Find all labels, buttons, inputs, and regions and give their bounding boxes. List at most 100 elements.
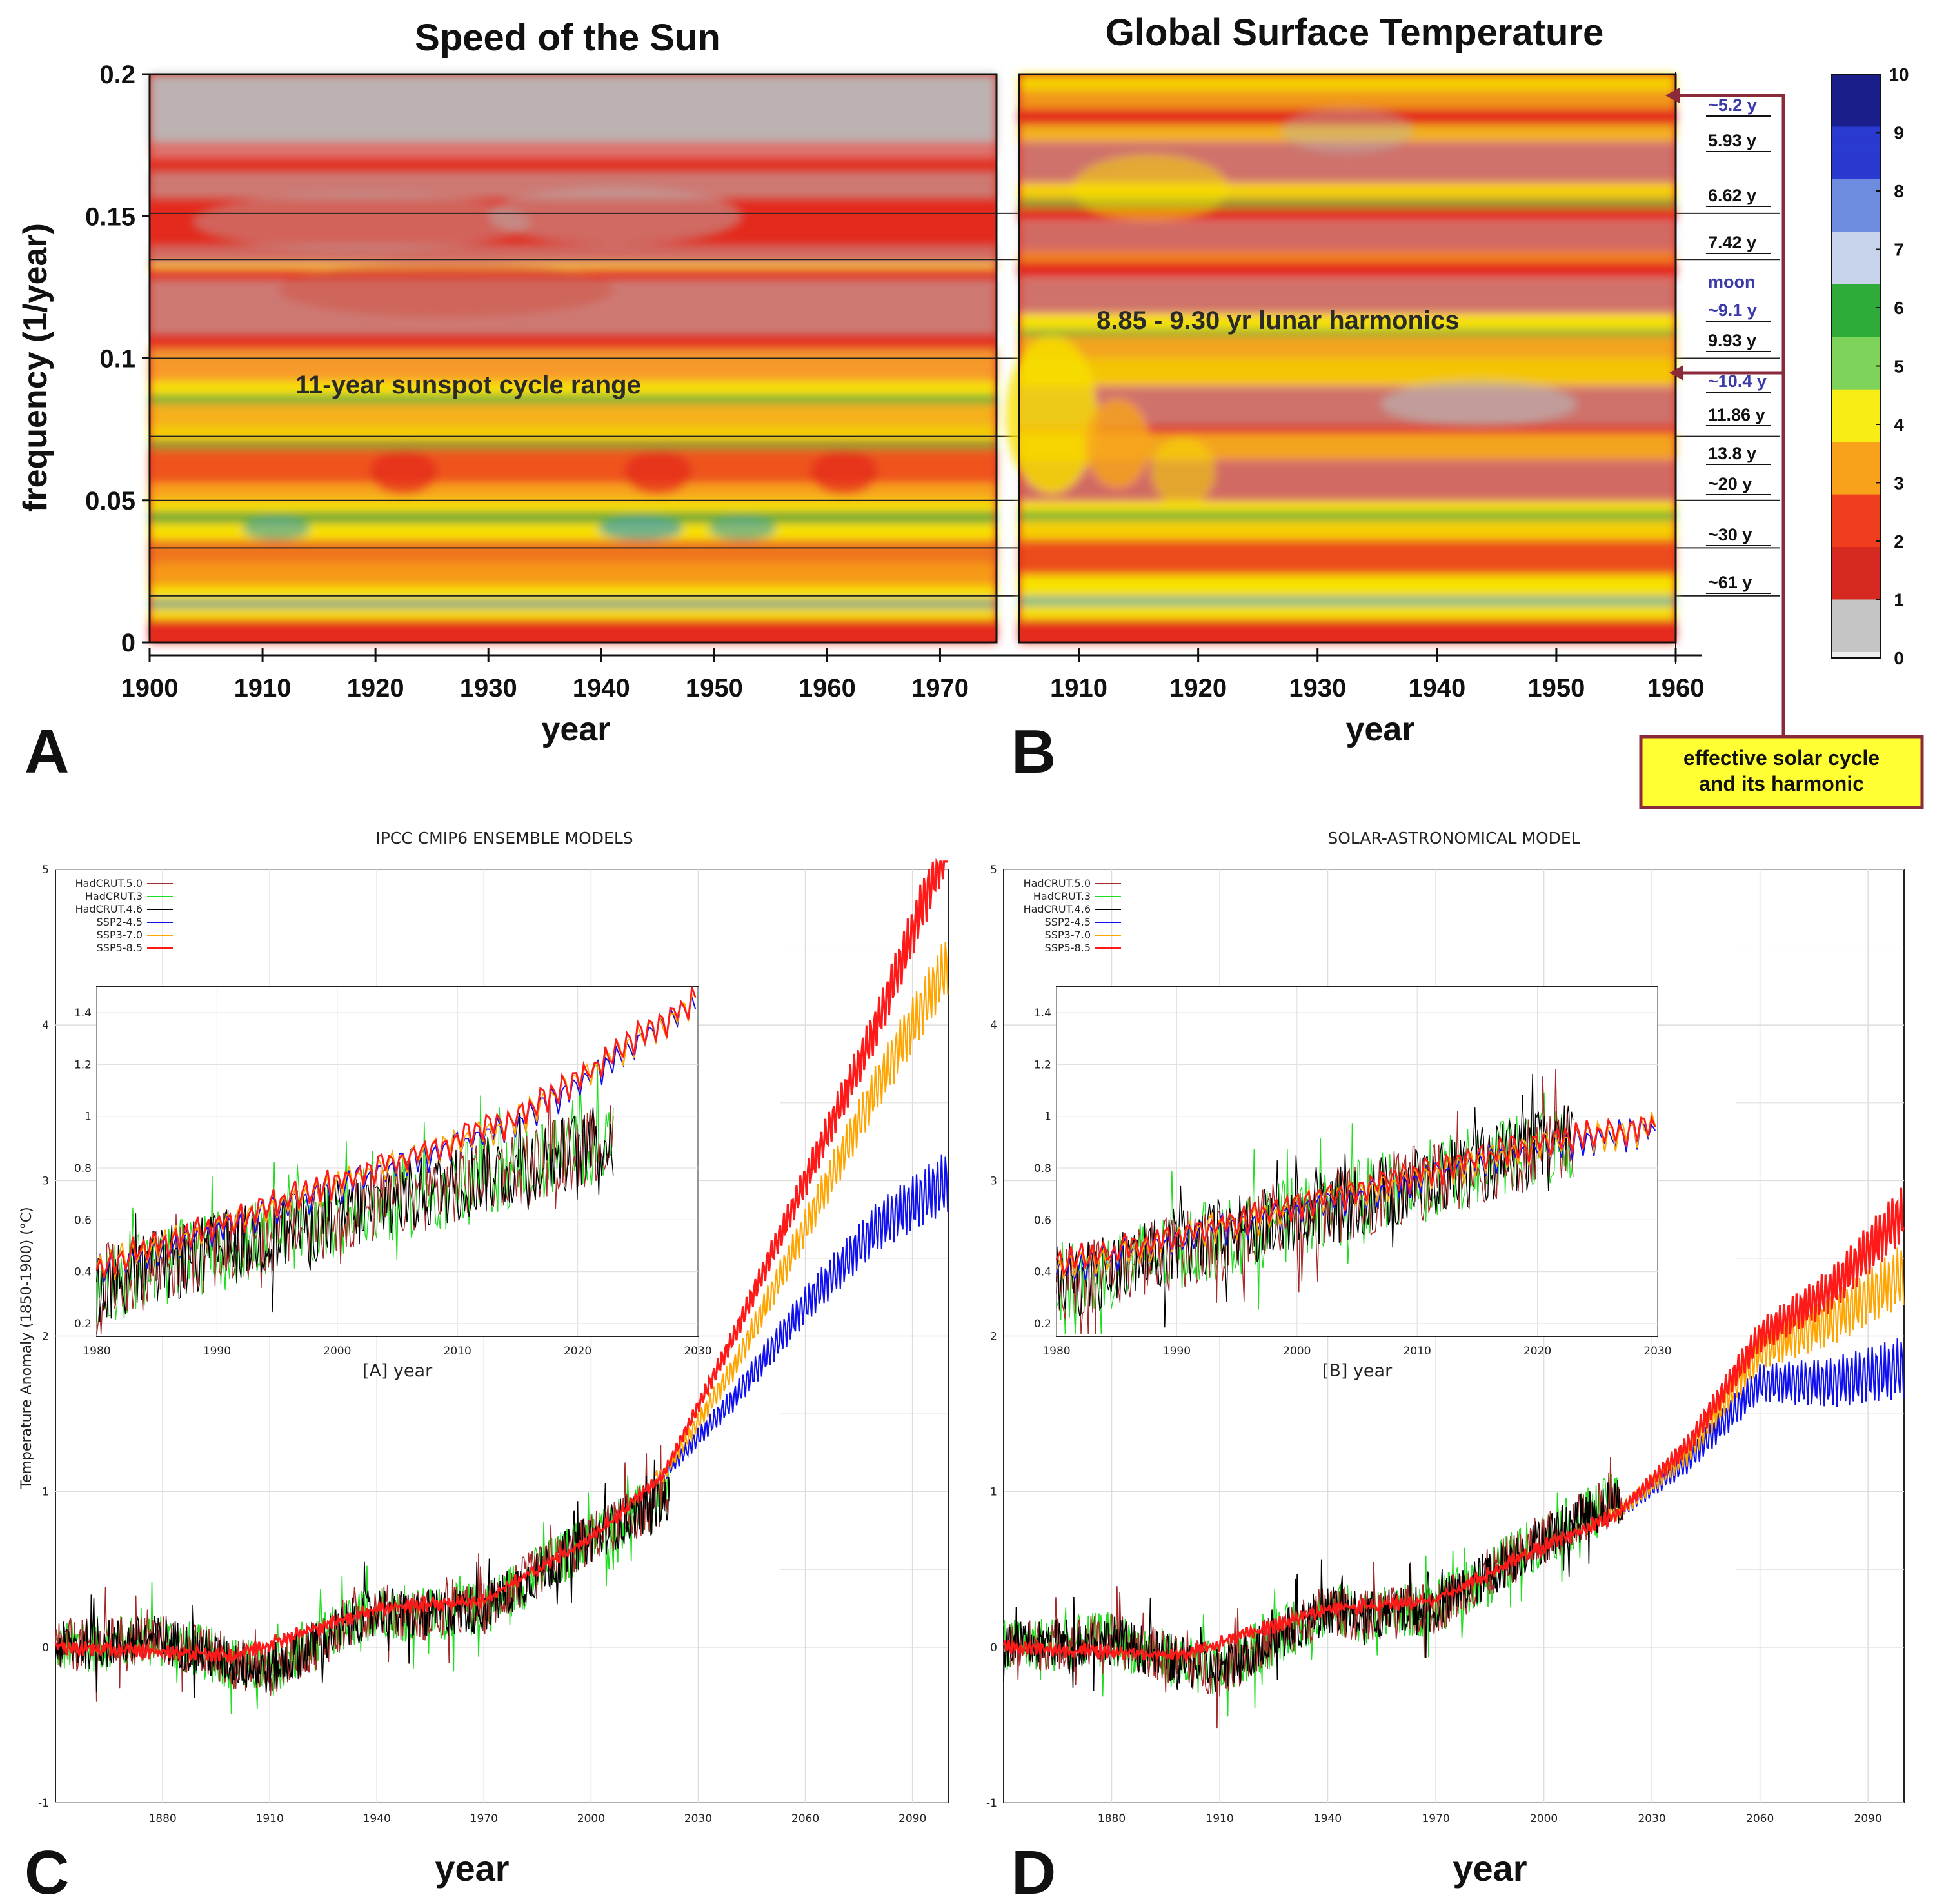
period-label: ~61 y	[1708, 573, 1752, 592]
colorbar-strip	[1832, 179, 1881, 186]
ssp245-line	[654, 1154, 949, 1482]
heatmap-blob	[1071, 154, 1229, 223]
panel-b-xtick-label: 1950	[1527, 674, 1585, 702]
panel-b-xtick-label: 1960	[1647, 674, 1705, 702]
panel-a-xlabel: year	[542, 711, 611, 748]
colorbar-strip	[1832, 331, 1881, 338]
x-tick-label: 1910	[1206, 1812, 1233, 1825]
panel-a-ytick-label: 0.15	[85, 203, 135, 231]
heatmap-band	[1019, 574, 1676, 597]
inset-y-tick-label: 0.4	[74, 1266, 92, 1279]
panel-a-xtick-label: 1900	[121, 674, 179, 702]
colorbar-strip	[1832, 506, 1881, 513]
ssp585-line	[55, 858, 948, 1665]
y-tick-label: 4	[42, 1019, 49, 1032]
colorbar-strip	[1832, 646, 1881, 653]
panel-a-letter: A	[25, 717, 69, 786]
colorbar-strip	[1832, 109, 1881, 116]
heatmap-band	[150, 619, 997, 642]
legend-label: HadCRUT.4.6	[1024, 903, 1091, 915]
colorbar-strip	[1832, 442, 1881, 449]
colorbar-strip	[1832, 295, 1881, 302]
panel-b-xtick-label: 1930	[1289, 674, 1346, 702]
colorbar-strip	[1832, 564, 1881, 571]
colorbar-strip	[1832, 418, 1881, 425]
colorbar-tick-label: 1	[1894, 590, 1904, 610]
panel-a-title: Speed of the Sun	[415, 17, 720, 59]
heatmap-band	[1019, 540, 1676, 575]
inset-y-tick-label: 0.8	[1034, 1162, 1051, 1175]
colorbar-strip	[1832, 197, 1881, 204]
colorbar-strip	[1832, 611, 1881, 618]
panel-a-ytick-label: 0.2	[99, 61, 135, 89]
panel-a-ytick-label: 0.1	[99, 345, 135, 373]
colorbar-tick-label: 4	[1894, 415, 1904, 435]
panel-b-period-labels: ~5.2 y 5.93 y 6.62 y 7.42 y moon ~9.1 y 9.93 y…	[1706, 95, 1771, 594]
panel-b-heatmap	[1006, 74, 1676, 642]
colorbar-strip	[1832, 308, 1881, 315]
x-tick-label: 2000	[1530, 1812, 1558, 1825]
y-tick-label: 3	[990, 1175, 997, 1187]
colorbar-strip	[1832, 622, 1881, 630]
panel-a-ytick-label: 0	[121, 629, 135, 657]
colorbar-strip	[1832, 92, 1881, 99]
colorbar-strip	[1832, 535, 1881, 542]
colorbar-strip	[1832, 255, 1881, 262]
colorbar-strip	[1832, 103, 1881, 110]
colorbar-strip	[1832, 86, 1881, 93]
period-label: ~10.4 y	[1708, 372, 1767, 391]
colorbar: 0 1 2 3 4 5 6 7 8 9 10	[1831, 64, 1909, 668]
legend-label: HadCRUT.3	[1033, 890, 1091, 902]
y-tick-label: 1	[42, 1486, 49, 1499]
x-tick-label: 1880	[1098, 1812, 1126, 1825]
period-label: ~5.2 y	[1708, 95, 1757, 115]
heatmap-band	[150, 500, 997, 512]
x-tick-label: 2090	[898, 1812, 926, 1825]
panel-a-annotation: 11-year sunspot cycle range	[295, 371, 641, 399]
period-label: ~30 y	[1708, 525, 1752, 544]
inset-hadcrut46-line	[96, 1107, 614, 1322]
legend-label: HadCRUT.5.0	[75, 877, 143, 889]
y-tick-label: -1	[38, 1797, 49, 1810]
colorbar-strip	[1832, 203, 1881, 210]
inset-xlabel: [B] year	[1322, 1361, 1393, 1381]
colorbar-strip	[1832, 150, 1881, 157]
panel-a-xtick-label: 1960	[799, 674, 856, 702]
colorbar-strip	[1832, 278, 1881, 285]
heatmap-blob	[598, 517, 684, 540]
colorbar-strip	[1832, 121, 1881, 128]
panel-a-xtick-label: 1930	[460, 674, 517, 702]
panel-b-xtick-label: 1910	[1050, 674, 1107, 702]
inset-y-tick-label: 1.4	[1034, 1007, 1051, 1020]
period-label: 5.93 y	[1708, 131, 1756, 150]
colorbar-strip	[1832, 261, 1881, 268]
heatmap-band	[1019, 91, 1676, 108]
inset-y-tick-label: 0.2	[1034, 1318, 1051, 1331]
heatmap-band	[1019, 500, 1676, 512]
colorbar-strip	[1832, 406, 1881, 413]
colorbar-strip	[1832, 266, 1881, 273]
colorbar-strip	[1832, 605, 1881, 612]
colorbar-strip	[1832, 651, 1881, 659]
heatmap-band	[1019, 74, 1676, 92]
heatmap-blob	[276, 261, 616, 319]
panel-c-plot: 1880 1910 1940 1970 2000 2030 2060 2090 -1 0 1 2 3 4 5…	[38, 858, 949, 1825]
colorbar-strip	[1832, 570, 1881, 577]
colorbar-strip	[1832, 582, 1881, 589]
colorbar-strip	[1832, 372, 1881, 379]
legend-label: HadCRUT.5.0	[1024, 877, 1091, 889]
inset-x-tick-label: 1980	[1042, 1345, 1070, 1358]
colorbar-strip	[1832, 482, 1881, 490]
colorbar-strip	[1832, 132, 1881, 139]
legend-label: SSP3-7.0	[97, 929, 143, 941]
heatmap-band	[150, 511, 997, 523]
panel-a-xtick-label: 1950	[686, 674, 743, 702]
colorbar-strip	[1832, 226, 1881, 233]
colorbar-strip	[1832, 559, 1881, 566]
inset-xlabel: [A] year	[362, 1361, 433, 1381]
heatmap-band	[1019, 330, 1676, 336]
panel-d-title: SOLAR-ASTRONOMICAL MODEL	[1327, 829, 1580, 848]
heatmap-band	[150, 142, 997, 160]
heatmap-blob	[810, 449, 878, 495]
inset-x-tick-label: 2020	[1523, 1345, 1551, 1358]
